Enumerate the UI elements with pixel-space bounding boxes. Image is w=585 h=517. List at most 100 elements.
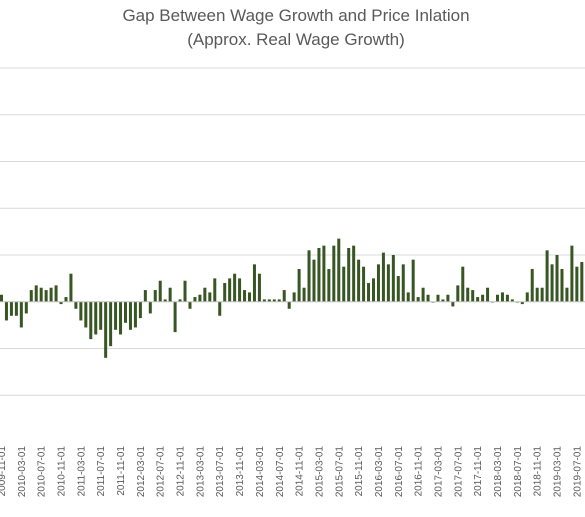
x-tick-label: 2013-11-01: [235, 446, 246, 497]
bar: [525, 292, 529, 302]
bar: [381, 252, 385, 302]
bar: [223, 283, 227, 302]
x-tick-labels: 2009-11-01 2010-03-01 2010-07-01 2010-11-01…: [0, 446, 583, 498]
bar: [302, 287, 306, 302]
bar: [188, 301, 192, 309]
bar: [362, 266, 366, 302]
chart-subtitle: (Approx. Real Wage Growth): [187, 30, 405, 49]
x-tick-label: 2014-03-01: [255, 446, 266, 498]
bar: [367, 283, 371, 302]
bar: [69, 273, 73, 302]
x-tick-label: 2014-07-01: [275, 446, 286, 498]
bar: [456, 285, 460, 302]
bar: [128, 301, 132, 330]
bar: [550, 264, 554, 302]
bar: [54, 285, 58, 302]
bar: [89, 301, 93, 340]
bar: [287, 301, 291, 309]
bar: [168, 287, 172, 302]
bar: [64, 297, 68, 302]
x-tick-label: 2011-07-01: [96, 446, 107, 497]
bar: [376, 264, 380, 302]
bar: [158, 280, 162, 302]
bar: [138, 301, 142, 319]
x-tick-label: 2010-03-01: [17, 446, 28, 498]
x-tick-label: 2018-11-01: [533, 446, 544, 497]
bar: [505, 294, 509, 302]
bar: [282, 290, 286, 302]
x-tick-label: 2016-03-01: [374, 446, 385, 498]
bar: [163, 299, 167, 302]
x-tick-label: 2009-11-01: [0, 446, 8, 497]
bar: [486, 287, 490, 302]
bar: [292, 292, 296, 302]
bar: [560, 269, 564, 302]
bar: [257, 273, 261, 302]
bar: [133, 301, 137, 328]
bar: [446, 294, 450, 302]
bar: [267, 299, 271, 302]
bar: [352, 245, 356, 302]
x-tick-label: 2012-07-01: [156, 446, 167, 498]
bar: [208, 292, 212, 302]
bar: [0, 294, 3, 302]
bar: [104, 301, 108, 358]
bar: [198, 294, 202, 302]
x-tick-label: 2017-07-01: [453, 446, 464, 498]
bar: [297, 269, 301, 302]
bar: [307, 250, 311, 302]
bar: [183, 280, 187, 302]
bar: [84, 301, 88, 328]
bar: [471, 290, 475, 302]
bar: [411, 259, 415, 302]
bar: [143, 290, 147, 302]
x-tick-label: 2017-11-01: [473, 446, 484, 497]
x-tick-label: 2012-11-01: [176, 446, 187, 497]
bar: [124, 301, 127, 323]
bar: [461, 266, 465, 302]
bar: [119, 301, 123, 335]
bar: [342, 266, 346, 302]
bar: [575, 266, 579, 302]
bar: [372, 278, 375, 302]
bar: [476, 297, 480, 302]
bar: [451, 301, 455, 307]
bar: [322, 245, 326, 302]
gridlines: [0, 67, 585, 396]
x-tick-label: 2016-07-01: [394, 446, 405, 498]
x-tick-label: 2015-07-01: [334, 446, 345, 498]
bar: [500, 292, 504, 302]
bar: [262, 299, 266, 302]
bar: [49, 287, 53, 302]
bar: [327, 269, 331, 302]
bar: [233, 273, 237, 302]
bar: [520, 301, 524, 305]
bar: [347, 247, 351, 302]
x-tick-label: 2011-03-01: [76, 446, 87, 497]
bar: [555, 255, 559, 302]
bar: [44, 290, 48, 302]
bar: [466, 287, 470, 302]
bar: [391, 255, 395, 302]
bar: [99, 301, 103, 330]
bar: [243, 290, 247, 302]
bar: [496, 294, 499, 302]
bar: [570, 245, 574, 302]
bar: [277, 299, 281, 302]
bar: [24, 301, 28, 314]
x-tick-label: 2019-03-01: [553, 446, 564, 498]
bar: [248, 292, 251, 302]
bar: [337, 238, 341, 302]
bar: [272, 299, 276, 302]
bar: [580, 262, 584, 302]
bar: [312, 259, 316, 302]
bar: [406, 292, 410, 302]
bar: [436, 294, 440, 302]
bar: [218, 301, 222, 316]
bar: [332, 245, 336, 302]
x-tick-label: 2017-03-01: [433, 446, 444, 498]
bar: [540, 287, 544, 302]
bar: [9, 301, 13, 316]
x-tick-label: 2010-07-01: [37, 446, 48, 498]
bar: [401, 264, 405, 302]
